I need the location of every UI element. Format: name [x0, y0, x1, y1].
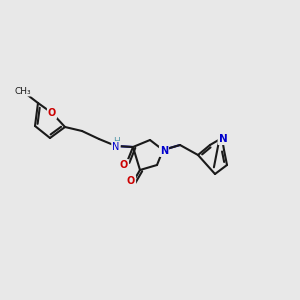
- Text: N: N: [219, 134, 227, 144]
- Text: O: O: [127, 176, 135, 186]
- Text: CH₃: CH₃: [15, 86, 31, 95]
- Text: O: O: [48, 108, 56, 118]
- Text: H: H: [112, 136, 119, 146]
- Text: O: O: [120, 160, 128, 170]
- Text: N: N: [112, 142, 120, 152]
- Text: N: N: [160, 146, 168, 156]
